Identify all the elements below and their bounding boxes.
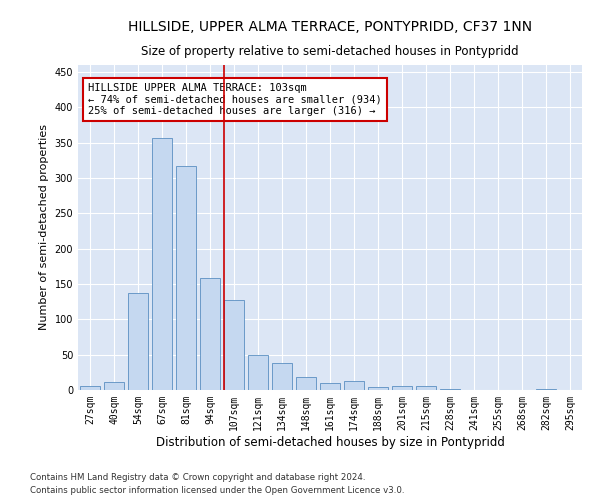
Bar bbox=[536, 388, 556, 390]
Bar bbox=[296, 376, 316, 390]
Bar bbox=[104, 382, 124, 390]
Bar bbox=[200, 278, 220, 390]
Text: Contains public sector information licensed under the Open Government Licence v3: Contains public sector information licen… bbox=[30, 486, 404, 495]
Text: Contains HM Land Registry data © Crown copyright and database right 2024.: Contains HM Land Registry data © Crown c… bbox=[30, 474, 365, 482]
Bar bbox=[224, 300, 244, 390]
Bar bbox=[248, 354, 268, 390]
Bar bbox=[344, 381, 364, 390]
Bar bbox=[128, 292, 148, 390]
Bar bbox=[272, 363, 292, 390]
Bar bbox=[368, 387, 388, 390]
Bar bbox=[392, 386, 412, 390]
X-axis label: Distribution of semi-detached houses by size in Pontypridd: Distribution of semi-detached houses by … bbox=[155, 436, 505, 448]
Bar bbox=[176, 166, 196, 390]
Text: Size of property relative to semi-detached houses in Pontypridd: Size of property relative to semi-detach… bbox=[141, 45, 519, 58]
Text: HILLSIDE UPPER ALMA TERRACE: 103sqm
← 74% of semi-detached houses are smaller (9: HILLSIDE UPPER ALMA TERRACE: 103sqm ← 74… bbox=[88, 83, 382, 116]
Bar bbox=[80, 386, 100, 390]
Bar bbox=[320, 383, 340, 390]
Text: HILLSIDE, UPPER ALMA TERRACE, PONTYPRIDD, CF37 1NN: HILLSIDE, UPPER ALMA TERRACE, PONTYPRIDD… bbox=[128, 20, 532, 34]
Bar bbox=[440, 388, 460, 390]
Bar bbox=[152, 138, 172, 390]
Y-axis label: Number of semi-detached properties: Number of semi-detached properties bbox=[39, 124, 49, 330]
Bar bbox=[416, 386, 436, 390]
